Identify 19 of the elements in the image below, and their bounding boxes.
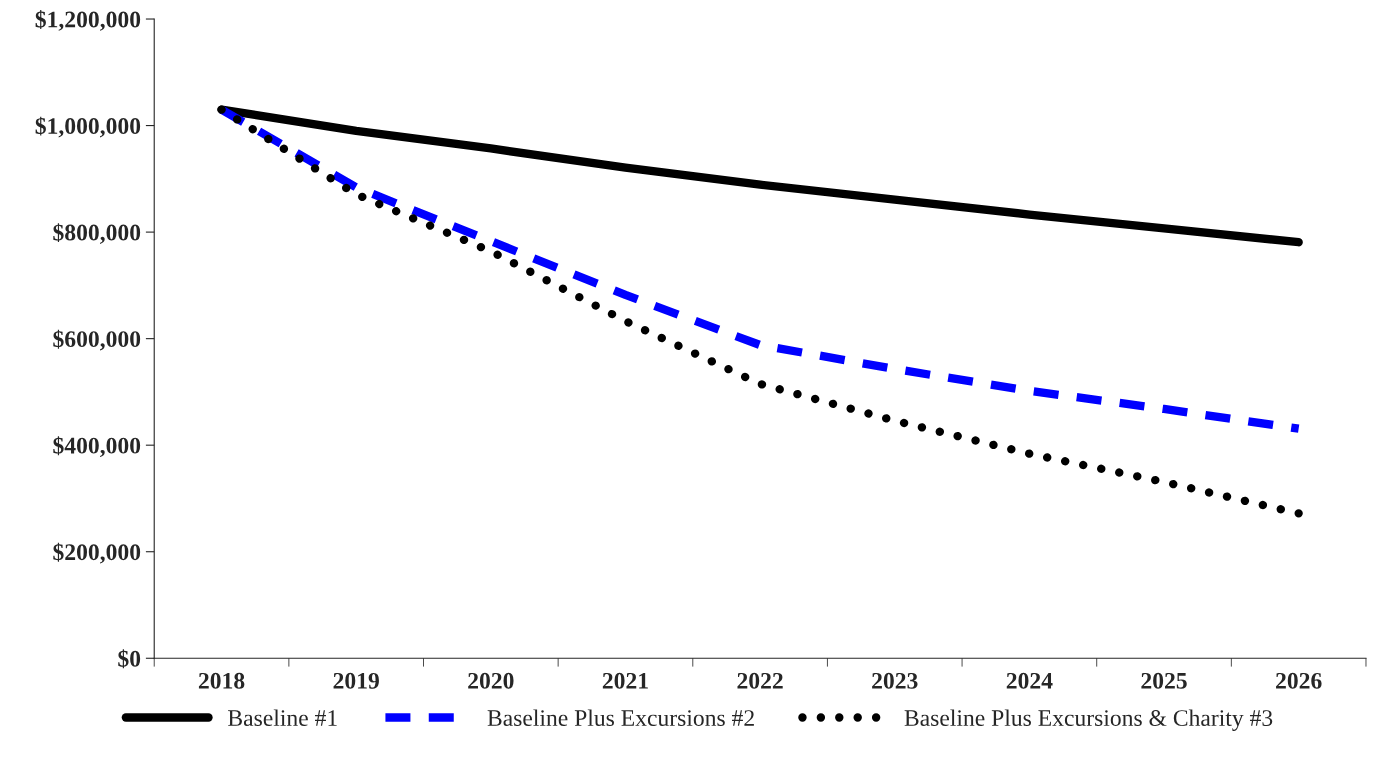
y-tick-label: $800,000 <box>53 223 141 244</box>
y-tick-label: $1,200,000 <box>35 10 141 31</box>
x-tick-label: 2023 <box>872 672 918 689</box>
x-tick-label: 2021 <box>602 672 648 689</box>
x-tick-label: 2024 <box>1006 672 1053 689</box>
x-tick-label: 2020 <box>468 672 514 689</box>
y-tick-label: $600,000 <box>53 329 141 351</box>
y-tick-label: $400,000 <box>53 436 141 458</box>
x-tick-label: 2018 <box>198 672 245 689</box>
x-tick-label: 2022 <box>737 672 783 689</box>
x-tick-label: 2025 <box>1141 672 1187 689</box>
x-tick-label: 2019 <box>333 672 379 689</box>
legend-label: Baseline #1 <box>228 709 337 727</box>
x-tick-label: 2026 <box>1276 672 1322 689</box>
y-tick-label: $1,000,000 <box>35 116 141 138</box>
legend-label: Baseline Plus Excursions & Charity #3 <box>904 709 1273 731</box>
legend-label: Baseline Plus Excursions #2 <box>487 709 754 727</box>
y-tick-label: $200,000 <box>53 542 141 564</box>
y-tick-label: $0 <box>118 649 141 669</box>
